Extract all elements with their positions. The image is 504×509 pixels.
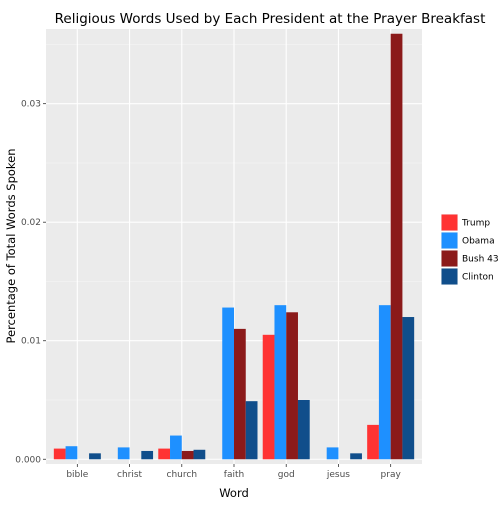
legend-label: Trump <box>461 219 490 229</box>
legend: Trump Obama Bush 43 Clinton <box>441 214 499 285</box>
bar-obama-pray <box>378 305 391 460</box>
y-axis-ticks: 0.000 0.01 0.02 0.03 <box>15 100 46 465</box>
x-tick-label: faith <box>224 470 244 480</box>
y-tick-label: 0.02 <box>21 218 41 228</box>
y-tick-label: 0.01 <box>21 337 41 347</box>
bar-obama-god <box>274 305 287 460</box>
bar-trump-bible <box>53 448 66 460</box>
legend-swatch <box>441 250 458 267</box>
x-axis-ticks: bible christ church faith god jesus pray <box>66 464 401 480</box>
bar-clinton-christ <box>141 450 154 460</box>
bar-obama-church <box>170 435 182 460</box>
bar-bush-43-church <box>181 450 194 460</box>
bar-bush-43-faith <box>234 328 246 460</box>
bar-obama-faith <box>222 307 234 460</box>
x-tick-label: pray <box>381 470 402 480</box>
legend-swatch <box>441 268 458 285</box>
bar-clinton-god <box>297 399 310 460</box>
bar-clinton-church <box>193 449 206 460</box>
x-tick-label: god <box>278 470 295 480</box>
bar-trump-pray <box>367 424 379 460</box>
x-tick-label: christ <box>117 470 143 480</box>
legend-label: Obama <box>462 237 495 247</box>
legend-label: Bush 43 <box>462 255 499 265</box>
legend-label: Clinton <box>462 273 494 283</box>
y-tick-label: 0.000 <box>15 455 41 465</box>
chart-title: Religious Words Used by Each President a… <box>55 11 486 27</box>
bar-bush-43-pray <box>390 33 403 460</box>
legend-swatch <box>441 232 458 249</box>
x-axis-title: Word <box>219 486 249 500</box>
bar-trump-church <box>158 448 171 460</box>
y-tick-label: 0.03 <box>21 100 41 110</box>
x-tick-label: jesus <box>326 470 350 480</box>
x-tick-label: bible <box>66 470 88 480</box>
bar-trump-god <box>262 334 275 460</box>
bar-clinton-pray <box>402 317 415 460</box>
bar-bush-43-god <box>286 312 298 460</box>
bar-clinton-bible <box>89 453 101 460</box>
bar-obama-bible <box>65 446 78 460</box>
bar-obama-jesus <box>326 447 339 460</box>
bar-clinton-jesus <box>350 453 362 460</box>
x-tick-label: church <box>167 470 198 480</box>
legend-swatch <box>441 214 458 231</box>
bar-obama-christ <box>117 447 130 460</box>
bars <box>53 33 415 460</box>
bar-clinton-faith <box>245 401 258 460</box>
y-axis-title: Percentage of Total Words Spoken <box>4 148 18 343</box>
